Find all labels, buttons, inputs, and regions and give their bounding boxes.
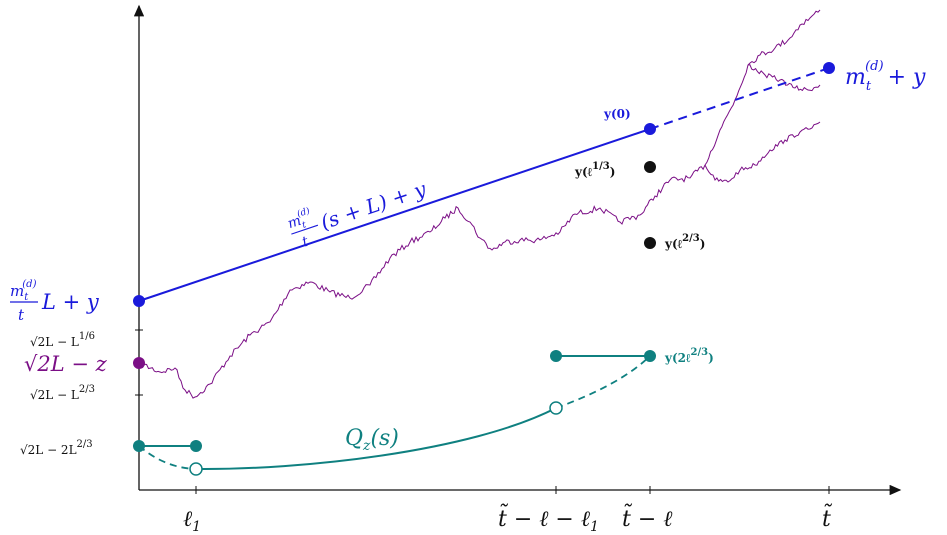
teal-dashed-left — [138, 445, 197, 470]
blue-dot-left — [133, 295, 145, 307]
black-dot-l23 — [644, 237, 656, 249]
label-y-l23: y(ℓ2/3) — [664, 233, 705, 251]
blue-dot-y0 — [644, 123, 656, 135]
svg-text:mt(d): mt(d) — [10, 279, 37, 303]
left-label-purple: √2L − z — [24, 352, 108, 376]
svg-text:t: t — [18, 306, 25, 324]
brownian-path-branch-lower — [704, 121, 821, 183]
label-y-2l23: y(2ℓ2/3) — [664, 347, 714, 365]
purple-dot — [133, 357, 145, 369]
svg-text:t: t — [300, 233, 311, 250]
left-blue-label: mt(d) t L + y — [10, 279, 100, 324]
brownian-path-branch-upper — [704, 9, 821, 166]
blue-dashed-line — [649, 67, 830, 130]
brownian-path-main — [138, 164, 706, 399]
svg-text:L + y: L + y — [41, 290, 100, 314]
svg-text:mt(d): mt(d) — [284, 205, 315, 235]
teal-dashed-right — [555, 355, 651, 409]
x-label-l1: ℓ1 — [183, 507, 201, 535]
x-label-t: t̃ — [822, 502, 833, 532]
left-label-2L23: √2L − 2L2/3 — [20, 439, 93, 457]
left-label-L23: √2L − L2/3 — [30, 384, 95, 402]
teal-open-dot-l1 — [189, 462, 203, 476]
teal-dot-l1 — [190, 440, 202, 452]
label-Qz: Qz(s) — [345, 426, 399, 454]
blue-solid-line — [138, 128, 651, 302]
blue-dot-end — [823, 62, 835, 74]
teal-dot-right-start — [550, 350, 562, 362]
left-label-L16: √2L − L1/6 — [30, 331, 95, 349]
black-dot-l13 — [644, 161, 656, 173]
teal-dot-left — [133, 440, 145, 452]
label-y-l13: y(ℓ1/3) — [574, 161, 615, 179]
x-label-t-l: t̃ − ℓ — [622, 502, 673, 532]
label-y0: y(0) — [603, 107, 631, 121]
brownian-path-branch-middle — [747, 64, 821, 92]
x-label-t-l-l1: t̃ − ℓ − ℓ1 — [498, 502, 599, 535]
teal-dot-right-end — [644, 350, 656, 362]
svg-text:(s + L) + y: (s + L) + y — [318, 176, 430, 234]
teal-curve-Qz — [195, 407, 557, 471]
teal-open-dot-right — [549, 401, 563, 415]
end-blue-label: mt(d) + y — [845, 59, 926, 94]
